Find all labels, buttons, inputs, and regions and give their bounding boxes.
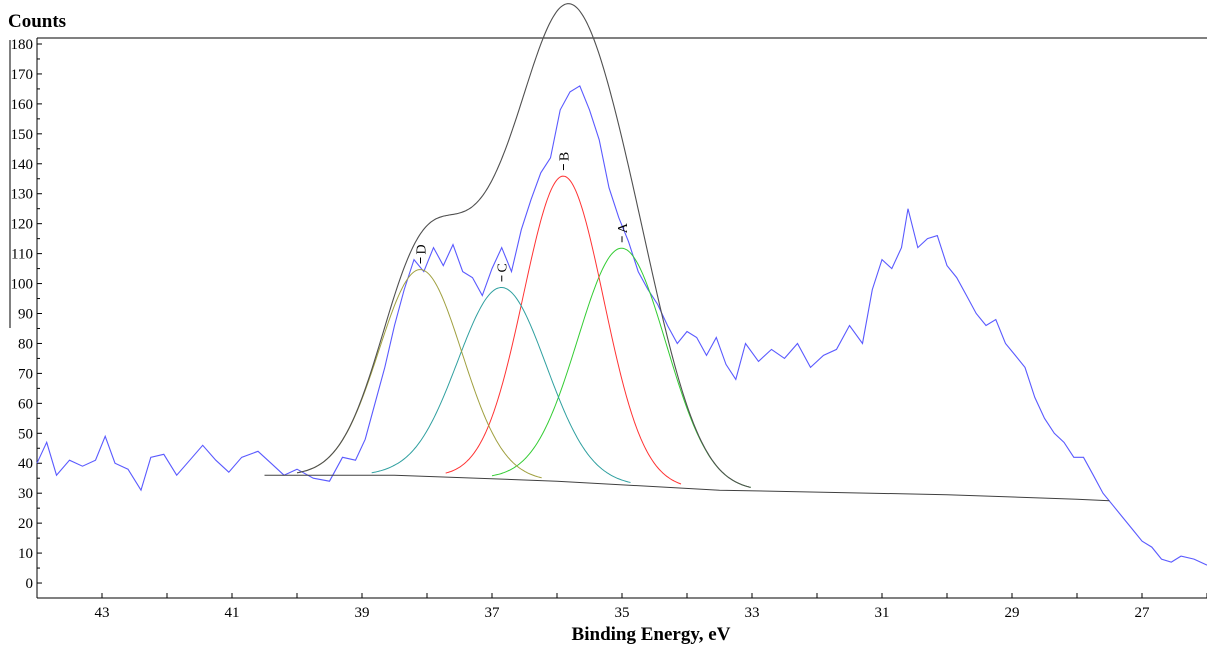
x-tick-label: 39	[355, 605, 370, 621]
y-tick-label: 100	[11, 277, 34, 293]
series-group	[36, 3, 1207, 566]
x-tick-label: 27	[1135, 605, 1151, 621]
peak-a-curve	[491, 247, 751, 488]
y-tick-label: 20	[18, 516, 33, 532]
y-tick-label: 40	[18, 456, 33, 472]
x-tick-label: 33	[745, 605, 760, 621]
y-tick-label: 0	[26, 576, 34, 592]
peak-a-label: A	[616, 222, 631, 233]
x-tick-label: 31	[875, 605, 890, 621]
y-tick-label: 120	[11, 217, 34, 233]
x-axis-title: Binding Energy, eV	[572, 624, 731, 645]
peak-c-label: C	[496, 263, 511, 272]
y-tick-label: 10	[18, 546, 33, 562]
raw-spectrum-line	[36, 85, 1207, 566]
y-tick-label: 80	[18, 336, 33, 352]
peak-b-label: B	[558, 152, 573, 161]
y-axis-title: Counts	[8, 11, 66, 32]
peak-b-curve	[445, 175, 682, 485]
y-tick-label: 160	[11, 97, 34, 113]
y-tick-label: 110	[11, 247, 33, 263]
x-tick-label: 37	[485, 605, 501, 621]
axes: 0 10 20 30 40 50 60 70 80 90 100 110 120 130 140 150 160…	[9, 37, 1207, 621]
y-tick-label: 180	[11, 37, 34, 53]
y-tick-label: 50	[18, 426, 33, 442]
x-tick-label: 35	[615, 605, 630, 621]
y-tick-label: 150	[11, 127, 34, 143]
peak-c-curve	[371, 287, 631, 483]
y-tick-label: 70	[18, 366, 33, 382]
background-line	[264, 474, 1110, 502]
peak-labels: A B C D	[415, 152, 631, 282]
y-tick-label: 140	[11, 157, 34, 173]
y-tick-label: 90	[18, 307, 33, 323]
x-tick-label: 29	[1005, 605, 1020, 621]
x-tick-label: 43	[95, 605, 110, 621]
envelope-curve	[296, 3, 751, 488]
y-tick-label: 170	[11, 67, 34, 83]
y-tick-label: 30	[18, 486, 33, 502]
peak-d-label: D	[415, 244, 430, 254]
y-tick-label: 60	[18, 396, 33, 412]
y-tick-label: 130	[11, 187, 34, 203]
x-tick-label: 41	[225, 605, 240, 621]
